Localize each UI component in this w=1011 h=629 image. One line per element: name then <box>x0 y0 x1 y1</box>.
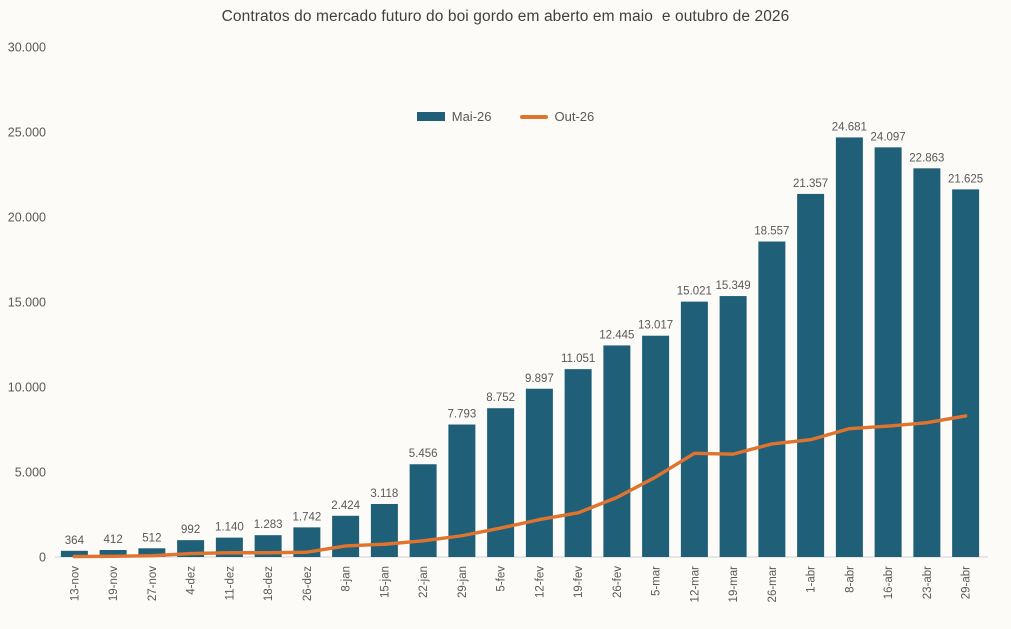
x-axis-tick-label: 19-mar <box>728 566 740 603</box>
x-axis-tick-label: 22-jan <box>418 566 430 598</box>
y-axis-tick-label: 0 <box>39 551 46 565</box>
x-axis-tick-label: 8-abr <box>844 566 856 593</box>
x-axis-tick-label: 1-abr <box>806 566 818 593</box>
y-axis-tick-label: 10.000 <box>8 381 46 395</box>
x-axis-tick-label: 13-nov <box>69 566 81 601</box>
bar-mai26 <box>603 345 631 557</box>
x-axis-tick-label: 4-dez <box>186 566 198 595</box>
bar-mai26 <box>332 515 360 557</box>
bar-value-label: 3.118 <box>370 488 398 500</box>
bar-value-label: 7.793 <box>447 409 476 421</box>
x-axis-tick-label: 23-abr <box>922 566 934 599</box>
bar-value-label: 11.051 <box>561 353 595 365</box>
x-axis-tick-label: 12-fev <box>534 566 546 598</box>
bar-value-label: 8.752 <box>486 392 515 404</box>
x-axis-tick-label: 26-dez <box>302 566 314 601</box>
y-axis-tick-label: 20.000 <box>8 211 46 225</box>
x-axis-tick-label: 18-dez <box>263 566 275 601</box>
bar-value-label: 364 <box>65 535 85 547</box>
x-axis-tick-label: 27-nov <box>147 566 159 601</box>
x-axis-tick-label: 19-nov <box>108 566 120 601</box>
bar-value-label: 5.456 <box>409 448 438 460</box>
x-axis-tick-label: 29-abr <box>961 566 973 599</box>
bar-value-label: 2.424 <box>331 500 360 512</box>
x-axis-tick-label: 8-jan <box>341 566 353 592</box>
x-axis-tick-label: 26-mar <box>767 566 779 603</box>
bar-mai26 <box>719 296 747 557</box>
x-axis-tick-label: 5-mar <box>651 566 663 596</box>
x-axis-tick-label: 26-fev <box>612 566 624 598</box>
bar-mai26 <box>758 241 786 557</box>
bar-value-label: 992 <box>181 524 200 536</box>
y-axis-tick-label: 25.000 <box>8 126 46 140</box>
y-axis-tick-label: 5.000 <box>15 466 46 480</box>
x-axis-tick-label: 11-dez <box>224 566 236 601</box>
bar-value-label: 15.349 <box>716 280 751 292</box>
bar-value-label: 1.742 <box>292 511 321 523</box>
x-axis-tick-label: 5-fev <box>496 566 508 592</box>
bar-value-label: 15.021 <box>677 286 712 298</box>
chart-title: Contratos do mercado futuro do boi gordo… <box>221 8 790 25</box>
y-axis-tick-label: 15.000 <box>8 296 46 310</box>
bar-mai26 <box>487 408 515 557</box>
bar-mai26 <box>99 549 127 557</box>
bar-value-label: 13.017 <box>638 320 673 332</box>
x-axis-tick-label: 16-abr <box>883 566 895 599</box>
x-axis-tick-label: 29-jan <box>457 566 469 598</box>
bar-mai26 <box>952 189 980 557</box>
x-axis-tick-label: 19-fev <box>573 566 585 598</box>
bar-value-label: 18.557 <box>754 226 789 238</box>
bar-value-label: 9.897 <box>525 373 554 385</box>
bar-mai26 <box>138 548 166 557</box>
bar-value-label: 12.445 <box>599 329 634 341</box>
bar-value-label: 24.681 <box>832 121 867 133</box>
bar-value-label: 21.357 <box>793 178 828 190</box>
bar-mai26 <box>564 369 592 557</box>
bar-value-label: 24.097 <box>871 131 906 143</box>
bar-value-label: 21.625 <box>948 173 983 185</box>
line-out26 <box>72 414 968 559</box>
x-axis-tick-label: 15-jan <box>379 566 391 598</box>
bar-mai26 <box>525 388 553 557</box>
bar-mai26 <box>874 147 902 557</box>
bar-mai26 <box>913 168 941 558</box>
bar-value-label: 412 <box>104 534 123 546</box>
bar-value-label: 1.140 <box>215 522 244 534</box>
bar-mai26 <box>835 137 863 557</box>
bar-mai26 <box>680 301 708 557</box>
bar-value-label: 1.283 <box>254 519 283 531</box>
y-axis-tick-label: 30.000 <box>8 41 46 55</box>
bar-mai26 <box>60 550 88 557</box>
bar-mai26 <box>370 503 398 557</box>
bar-value-label: 22.863 <box>909 152 944 164</box>
bar-value-label: 512 <box>142 532 161 544</box>
x-axis-tick-label: 12-mar <box>689 566 701 603</box>
bar-mai26 <box>797 193 825 557</box>
bar-mai26 <box>642 335 670 557</box>
